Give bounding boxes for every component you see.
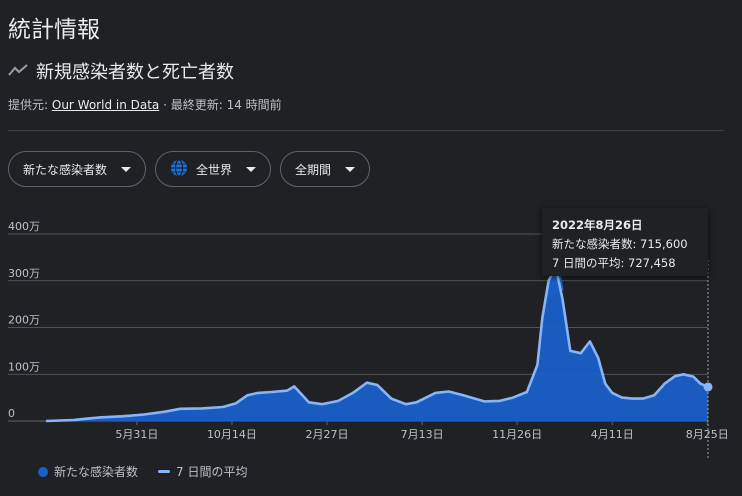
cases-chart[interactable]: 0 100万 200万 300万 400万 5月31日 10月14日 2月27日 7月13日 11…: [0, 200, 742, 460]
x-tick-label: 5月31日: [115, 428, 158, 441]
divider: [8, 130, 724, 131]
caret-down-icon: [246, 166, 257, 172]
globe-icon: [170, 158, 188, 180]
trend-icon: [8, 62, 28, 81]
source-row: 提供元: Our World in Data · 最終更新: 14 時間前: [8, 96, 282, 113]
page-title: 統計情報: [8, 17, 100, 43]
metric-filter-label: 新たな感染者数: [23, 162, 108, 177]
x-tick-label: 7月13日: [401, 428, 444, 441]
legend-label-new-cases: 新たな感染者数: [54, 465, 139, 479]
legend-item-new-cases: 新たな感染者数: [38, 463, 138, 480]
x-tick-label: 11月26日: [492, 428, 542, 441]
chart-tooltip: 2022年8月26日 新たな感染者数: 715,600 7 日間の平均: 727…: [542, 208, 708, 276]
average-line: [45, 265, 709, 423]
region-filter-chip[interactable]: 全世界: [155, 151, 272, 187]
x-tick-label: 4月11日: [591, 428, 634, 441]
caret-down-icon: [121, 166, 132, 172]
new-cases-area: [46, 266, 708, 421]
hover-point: [703, 382, 713, 392]
metric-filter-chip[interactable]: 新たな感染者数: [8, 151, 147, 187]
legend-dot-icon: [38, 466, 48, 477]
y-tick-label: 0: [8, 407, 15, 420]
chart-subtitle: 新規感染者数と死亡者数: [36, 62, 234, 83]
filter-bar: 新たな感染者数 全世界 全期間: [8, 151, 371, 187]
source-prefix: 提供元:: [8, 98, 49, 112]
period-filter-chip[interactable]: 全期間: [280, 151, 371, 187]
x-tick-label: 10月14日: [207, 428, 257, 441]
y-tick-label: 300万: [8, 267, 40, 280]
x-tick-label: 2月27日: [306, 428, 349, 441]
y-tick-label: 100万: [8, 360, 40, 373]
tooltip-average: 7 日間の平均: 727,458: [552, 256, 676, 270]
y-tick-label: 400万: [8, 220, 40, 233]
subtitle-row: 新規感染者数と死亡者数: [8, 58, 234, 84]
legend-line-icon: [158, 470, 171, 473]
last-updated: · 最終更新: 14 時間前: [159, 98, 282, 112]
tooltip-date: 2022年8月26日: [552, 218, 643, 232]
region-filter-label: 全世界: [196, 162, 233, 177]
x-tick-label: 8月25日: [686, 428, 729, 441]
source-link[interactable]: Our World in Data: [51, 98, 160, 112]
legend-item-average: 7 日間の平均: [158, 463, 247, 480]
chart-legend: 新たな感染者数 7 日間の平均: [38, 463, 247, 480]
tooltip-new-cases: 新たな感染者数: 715,600: [552, 237, 688, 251]
legend-label-average: 7 日間の平均: [176, 465, 248, 479]
caret-down-icon: [345, 166, 356, 172]
period-filter-label: 全期間: [295, 162, 332, 177]
y-tick-label: 200万: [8, 314, 40, 327]
